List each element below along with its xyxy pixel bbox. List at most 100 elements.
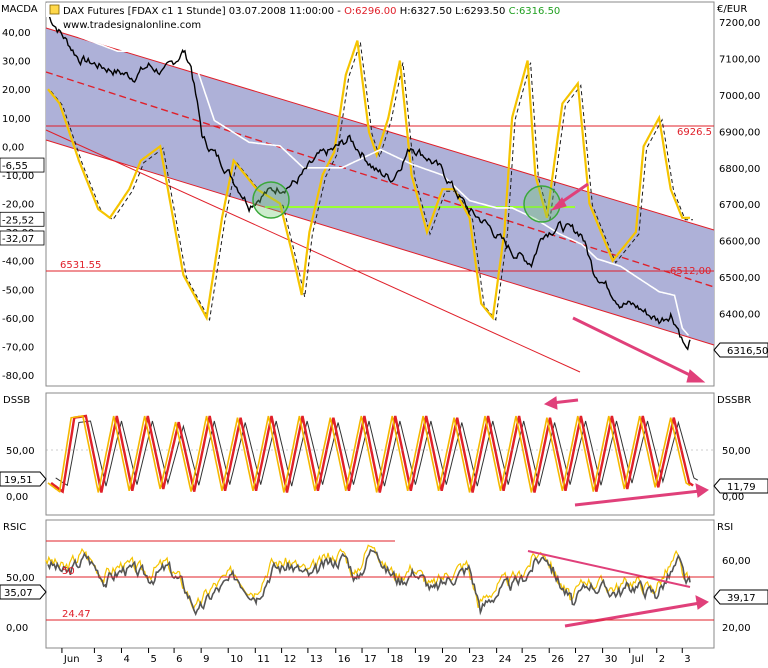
dssb-left-marker: 19,51 xyxy=(0,471,47,487)
x-axis-tick: 16 xyxy=(338,654,351,664)
x-axis-tick: 6 xyxy=(176,654,182,664)
dssb-left-marker-text: 19,51 xyxy=(4,475,33,486)
level-label-6512: 6512,00 xyxy=(670,266,711,277)
dssb-panel xyxy=(45,392,715,516)
header-watermark: www.tradesignalonline.com xyxy=(63,20,201,31)
x-axis-tick: 13 xyxy=(310,654,323,664)
left-value-marker-text: -25,52 xyxy=(2,215,34,226)
dssb-right-marker: 11,79 xyxy=(713,478,768,494)
x-axis-tick: 3 xyxy=(684,654,690,664)
x-axis-tick: Jul xyxy=(631,654,644,664)
rsi-left-marker-text: 35,07 xyxy=(4,588,33,599)
x-axis-tick: 2 xyxy=(659,654,665,664)
svg-text:DAX Futures [FDAX c1 1 Stunde: DAX Futures [FDAX c1 1 Stunde] 03.07.200… xyxy=(63,6,560,17)
x-axis-tick: 24 xyxy=(499,654,512,664)
rsi-right-marker-text: 39,17 xyxy=(727,593,756,604)
channel-lower-line xyxy=(45,139,715,346)
x-axis-tick: 26 xyxy=(551,654,564,664)
x-axis-tick: 19 xyxy=(417,654,430,664)
channel-upper-line xyxy=(45,27,715,231)
x-axis-tick: 30 xyxy=(605,654,618,664)
level-label-6926: 6926.5 xyxy=(677,127,712,138)
left-value-marker-text: -6,55 xyxy=(2,161,28,172)
left-axis-tick: -50,00 xyxy=(2,285,34,296)
level-label-6531: 6531.55 xyxy=(60,260,101,271)
chart-header: DAX Futures [FDAX c1 1 Stunde] 03.07.200… xyxy=(46,3,560,31)
main-left-label: MACDA xyxy=(1,4,38,15)
left-axis-tick: 20,00 xyxy=(2,85,31,96)
left-axis-tick: 40,00 xyxy=(2,28,31,39)
dssb-left-tick: 50,00 xyxy=(6,446,35,457)
left-value-marker-text: -32,07 xyxy=(2,234,34,245)
rsi-right-marker: 39,17 xyxy=(713,589,768,605)
rsi-left-label: RSIC xyxy=(3,522,26,533)
left-axis-tick: 30,00 xyxy=(2,57,31,68)
channel-extension-line xyxy=(45,129,581,373)
trend-channel-fill xyxy=(46,28,714,345)
price-marker: 6316,50 xyxy=(713,342,768,358)
x-axis-tick: 12 xyxy=(284,654,297,664)
price-line xyxy=(47,14,691,351)
x-axis-tick: Jun xyxy=(63,654,80,664)
price-marker-text: 6316,50 xyxy=(727,346,768,357)
rsi-panel xyxy=(45,519,715,649)
rsi-left-marker: 35,07 xyxy=(0,584,47,600)
right-axis-tick: 6400,00 xyxy=(719,310,760,321)
rsi-left-tick: 50,00 xyxy=(6,573,35,584)
moving-average-line xyxy=(47,10,690,336)
left-axis-tick: 0,00 xyxy=(2,142,24,153)
dssb-left-tick: 0,00 xyxy=(6,492,28,503)
x-axis-tick: 5 xyxy=(151,654,157,664)
right-axis-tick: 7100,00 xyxy=(719,54,760,65)
rsi-level-24-label: 24.47 xyxy=(62,609,91,620)
dssb-right-tick: 50,00 xyxy=(722,446,751,457)
dssb-slow-line xyxy=(55,420,698,487)
rsi-right-tick: 60,00 xyxy=(722,556,751,567)
header-close: C:6316.50 xyxy=(509,6,561,17)
dssb-right-label: DSSBR xyxy=(717,395,751,406)
chart-icon xyxy=(49,4,60,15)
x-axis-tick: 4 xyxy=(123,654,129,664)
left-value-marker xyxy=(0,157,45,173)
right-axis-tick: 6700,00 xyxy=(719,200,760,211)
dssb-line xyxy=(47,415,691,493)
header-hlc: H:6327.50 L:6293.50 xyxy=(397,6,509,17)
left-axis-tick: -60,00 xyxy=(2,314,34,325)
header-instrument: DAX Futures [FDAX c1 1 Stunde] 03.07.200… xyxy=(63,6,344,17)
left-axis-tick: -10,00 xyxy=(2,171,34,182)
x-axis-tick: 27 xyxy=(578,654,591,664)
x-axis-tick: 18 xyxy=(390,654,403,664)
rsi-left-tick: 0,00 xyxy=(6,623,28,634)
x-axis-tick: 9 xyxy=(203,654,209,664)
x-axis-tick: 20 xyxy=(444,654,457,664)
main-right-label: €/EUR xyxy=(717,4,747,15)
dssb-right-marker-text: 11,79 xyxy=(727,482,756,493)
rsi-right-label: RSI xyxy=(717,522,733,533)
x-axis-tick: 10 xyxy=(230,654,243,664)
dssb-right-tick: 0,00 xyxy=(722,492,744,503)
highlight-circle-2 xyxy=(523,185,561,223)
x-axis-tick: 25 xyxy=(524,654,537,664)
left-axis-tick: 10,00 xyxy=(2,114,31,125)
left-value-marker xyxy=(0,230,45,246)
x-axis-tick: 23 xyxy=(472,654,485,664)
left-axis-tick: -70,00 xyxy=(2,342,34,353)
dssb-signal-line xyxy=(50,414,694,494)
right-axis-tick: 6600,00 xyxy=(719,237,760,248)
left-axis-tick: -20,00 xyxy=(2,200,34,211)
left-axis-tick: -40,00 xyxy=(2,257,34,268)
dssb-left-label: DSSB xyxy=(3,395,30,406)
rsi-right-tick: 20,00 xyxy=(722,623,751,634)
macd-signal-line xyxy=(50,42,693,322)
right-axis-tick: 7000,00 xyxy=(719,91,760,102)
arrow-annotations xyxy=(527,182,709,628)
header-open: O:6296.00 xyxy=(344,6,396,17)
x-axis-tick: 11 xyxy=(257,654,270,664)
macd-line xyxy=(47,40,690,322)
right-axis-tick: 6500,00 xyxy=(719,273,760,284)
rsi-line xyxy=(47,548,691,617)
right-axis-tick: 7200,00 xyxy=(719,18,760,29)
right-axis-tick: 6900,00 xyxy=(719,127,760,138)
